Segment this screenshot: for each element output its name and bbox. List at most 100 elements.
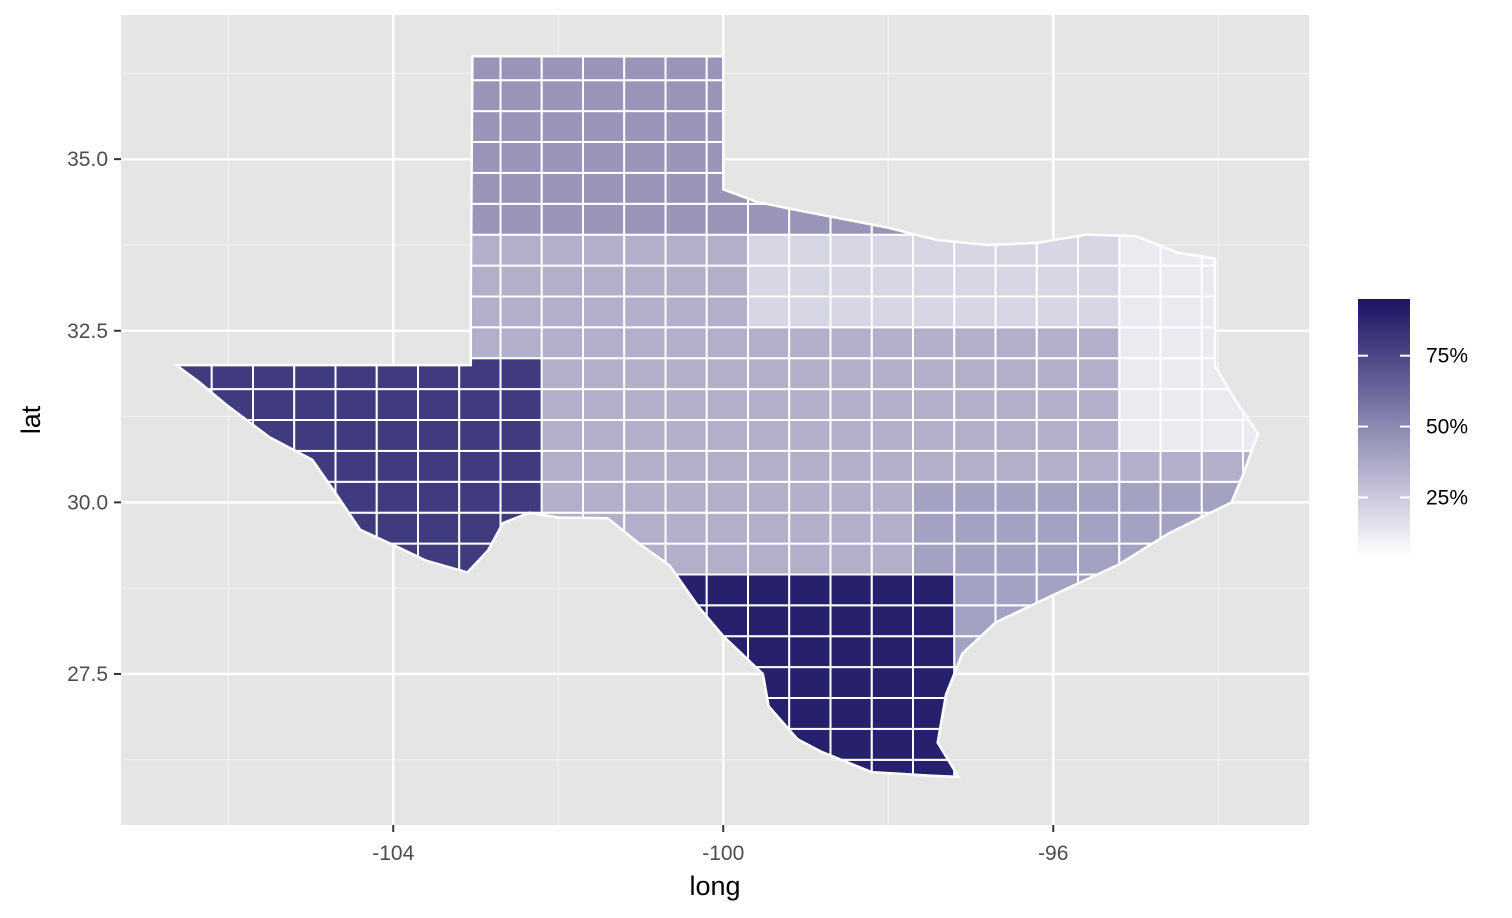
county-cell xyxy=(994,388,1038,422)
county-cell xyxy=(788,449,832,483)
y-axis-title: lat xyxy=(16,405,46,434)
x-axis-title: long xyxy=(689,871,740,901)
county-cell xyxy=(747,449,791,483)
county-cell xyxy=(623,419,667,452)
county-cell xyxy=(499,480,543,514)
county-cell xyxy=(417,388,461,422)
county-cell xyxy=(870,635,915,669)
county-cell xyxy=(870,419,915,452)
county-cell xyxy=(912,295,956,329)
county-cell xyxy=(540,295,585,329)
county-cell xyxy=(1077,419,1121,452)
county-cell xyxy=(1035,542,1080,576)
county-cell xyxy=(788,635,832,669)
county-cell xyxy=(747,573,791,607)
county-cell xyxy=(623,202,667,236)
county-cell xyxy=(705,295,750,329)
county-cell xyxy=(375,511,420,545)
county-cell xyxy=(829,604,873,638)
county-cell xyxy=(582,388,626,422)
county-cell xyxy=(1035,449,1080,483)
county-cell xyxy=(705,233,750,267)
legend-label: 75% xyxy=(1426,345,1468,368)
county-cell xyxy=(912,573,956,607)
county-cell xyxy=(417,449,461,483)
county-cell xyxy=(953,511,997,545)
county-cell xyxy=(582,171,626,205)
county-cell xyxy=(788,542,832,576)
county-cell xyxy=(829,542,873,576)
county-cell xyxy=(540,480,585,514)
county-cell xyxy=(458,449,502,483)
county-cell xyxy=(747,326,791,360)
county-cell xyxy=(417,480,461,514)
county-cell xyxy=(623,326,667,360)
y-axis: 27.5 30.0 32.5 35.0 xyxy=(67,148,121,686)
county-cell xyxy=(953,573,997,607)
county-cell xyxy=(994,511,1038,545)
county-cell xyxy=(1159,264,1203,298)
county-cell xyxy=(664,233,708,267)
county-cell xyxy=(953,542,997,576)
county-cell xyxy=(953,388,997,422)
county-cell xyxy=(788,264,832,298)
county-cell xyxy=(870,326,915,360)
county-cell xyxy=(747,635,791,669)
legend: 25% 50% 75% xyxy=(1358,299,1468,557)
county-cell xyxy=(788,480,832,514)
county-cell xyxy=(870,233,915,267)
county-cell xyxy=(582,419,626,452)
county-cell xyxy=(540,141,585,174)
county-cell xyxy=(623,233,667,267)
county-cell xyxy=(829,635,873,669)
y-tick-label: 32.5 xyxy=(67,320,108,343)
county-cell xyxy=(664,171,708,205)
county-cell xyxy=(664,419,708,452)
county-cell xyxy=(912,635,956,669)
county-cell xyxy=(375,419,420,452)
county-cell xyxy=(1077,233,1121,267)
county-cell xyxy=(829,295,873,329)
county-cell xyxy=(788,357,832,391)
legend-label: 50% xyxy=(1426,416,1468,439)
x-axis: -104 -100 -96 xyxy=(372,825,1068,865)
county-cell xyxy=(705,480,750,514)
county-cell xyxy=(870,480,915,514)
county-cell xyxy=(582,449,626,483)
county-cell xyxy=(582,233,626,267)
county-cell xyxy=(705,388,750,422)
county-cell xyxy=(499,264,543,298)
y-tick-label: 35.0 xyxy=(67,148,108,171)
y-tick-label: 30.0 xyxy=(67,491,108,514)
county-cell xyxy=(1077,449,1121,483)
county-cell xyxy=(829,388,873,422)
county-cell xyxy=(499,449,543,483)
county-cell xyxy=(994,295,1038,329)
county-cell xyxy=(1118,419,1162,452)
county-cell xyxy=(417,419,461,452)
county-cell xyxy=(1118,388,1162,422)
x-tick-label: -100 xyxy=(702,842,744,865)
county-cell xyxy=(788,295,832,329)
county-cell xyxy=(1159,357,1203,391)
county-cell xyxy=(582,141,626,174)
county-cell xyxy=(829,727,873,761)
county-cell xyxy=(1159,419,1203,452)
county-cell xyxy=(1077,480,1121,514)
county-cell xyxy=(623,110,667,143)
county-cell xyxy=(1118,511,1162,545)
county-cell xyxy=(747,419,791,452)
county-cell xyxy=(540,388,585,422)
county-cell xyxy=(788,233,832,267)
county-cell xyxy=(994,542,1038,576)
county-cell xyxy=(953,480,997,514)
county-cell xyxy=(540,110,585,143)
county-cell xyxy=(334,388,378,422)
county-cell xyxy=(1159,388,1203,422)
county-cell xyxy=(623,357,667,391)
county-cell xyxy=(499,202,543,236)
county-cell xyxy=(705,326,750,360)
county-cell xyxy=(582,357,626,391)
county-cell xyxy=(1159,326,1203,360)
